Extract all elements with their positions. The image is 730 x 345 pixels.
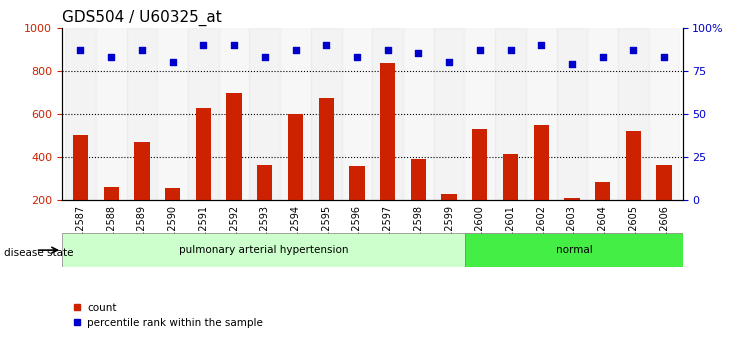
Point — [443, 59, 455, 65]
Point — [74, 47, 86, 53]
Point — [412, 51, 424, 56]
Bar — [403, 28, 434, 200]
Bar — [595, 182, 610, 243]
Bar — [556, 28, 588, 200]
Bar — [257, 165, 272, 243]
Bar — [157, 28, 188, 200]
Bar — [442, 194, 457, 243]
Bar — [96, 28, 126, 200]
Bar — [495, 28, 526, 200]
Point — [382, 47, 393, 53]
Bar — [65, 28, 96, 200]
Point — [105, 54, 117, 60]
Bar — [219, 28, 250, 200]
Bar — [534, 125, 549, 243]
Bar — [626, 131, 641, 243]
Legend: count, percentile rank within the sample: count, percentile rank within the sample — [67, 298, 267, 332]
Bar — [226, 93, 242, 243]
Point — [166, 59, 178, 65]
Bar — [311, 28, 342, 200]
Bar — [318, 98, 334, 243]
Point — [136, 47, 147, 53]
Point — [474, 47, 485, 53]
Bar — [411, 159, 426, 243]
Text: pulmonary arterial hypertension: pulmonary arterial hypertension — [179, 245, 348, 255]
Point — [320, 42, 332, 48]
Bar — [618, 28, 649, 200]
Bar — [250, 28, 280, 200]
Text: disease state: disease state — [4, 248, 73, 257]
Point — [259, 54, 271, 60]
Bar — [73, 136, 88, 243]
Bar — [104, 187, 119, 243]
Point — [628, 47, 639, 53]
Bar — [464, 28, 495, 200]
Bar — [342, 28, 372, 200]
Bar — [472, 129, 488, 243]
FancyBboxPatch shape — [62, 233, 466, 267]
Bar — [434, 28, 464, 200]
Bar — [564, 198, 580, 243]
Bar — [134, 142, 150, 243]
Point — [658, 54, 670, 60]
Text: GDS504 / U60325_at: GDS504 / U60325_at — [62, 10, 222, 26]
Bar — [165, 188, 180, 243]
FancyBboxPatch shape — [466, 233, 683, 267]
Point — [535, 42, 547, 48]
Bar — [588, 28, 618, 200]
Bar — [188, 28, 219, 200]
Bar — [288, 114, 303, 243]
Point — [504, 47, 516, 53]
Bar — [196, 108, 211, 243]
Point — [566, 61, 578, 67]
Bar — [380, 63, 396, 243]
Point — [228, 42, 240, 48]
Bar — [503, 154, 518, 243]
Point — [290, 47, 301, 53]
Bar — [649, 28, 680, 200]
Bar — [280, 28, 311, 200]
Bar — [349, 166, 364, 243]
Bar — [372, 28, 403, 200]
Text: normal: normal — [556, 245, 592, 255]
Point — [597, 54, 609, 60]
Point — [198, 42, 210, 48]
Bar — [526, 28, 556, 200]
Bar — [656, 165, 672, 243]
Point — [351, 54, 363, 60]
Bar — [126, 28, 157, 200]
